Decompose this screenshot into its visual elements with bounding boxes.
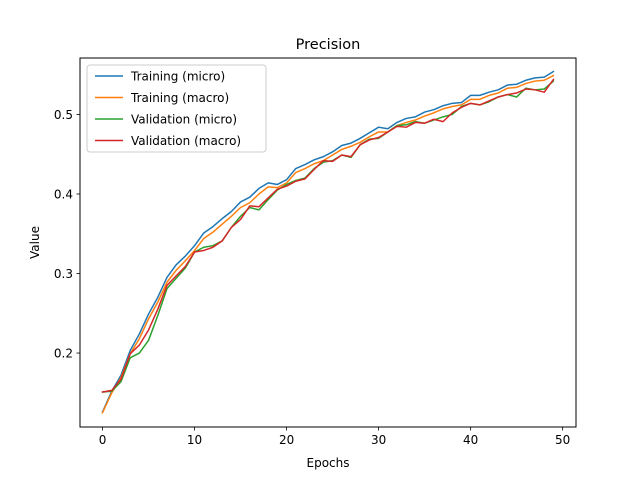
x-tick-label-3: 30 xyxy=(371,433,386,447)
legend-label-1: Training (macro) xyxy=(130,91,229,105)
x-axis-ticks: 0 10 20 30 40 50 xyxy=(99,427,570,447)
plot-lines xyxy=(101,70,555,414)
x-tick-label-1: 10 xyxy=(187,433,202,447)
y-tick-label-1: 0.3 xyxy=(54,267,73,281)
legend-label-3: Validation (macro) xyxy=(131,134,241,148)
legend-label-2: Validation (micro) xyxy=(131,112,237,126)
x-tick-label-4: 40 xyxy=(463,433,478,447)
y-axis-ticks: 0.2 0.3 0.4 0.5 xyxy=(54,108,80,360)
series-line-3 xyxy=(101,78,555,393)
x-tick-label-5: 50 xyxy=(555,433,570,447)
plot-frame xyxy=(79,57,577,428)
y-axis-label: Value xyxy=(28,226,42,259)
chart-title: Precision xyxy=(296,37,361,53)
legend: Training (micro) Training (macro) Validati… xyxy=(86,64,267,153)
y-tick-label-0: 0.2 xyxy=(54,346,73,360)
y-tick-label-3: 0.5 xyxy=(54,108,73,122)
x-axis-label: Epochs xyxy=(307,456,350,470)
x-tick-label-0: 0 xyxy=(99,433,107,447)
x-tick-label-2: 20 xyxy=(279,433,294,447)
series-line-0 xyxy=(101,70,555,413)
legend-box xyxy=(86,64,267,153)
y-tick-label-2: 0.4 xyxy=(54,187,73,201)
legend-label-0: Training (micro) xyxy=(130,69,225,83)
series-line-1 xyxy=(101,74,555,414)
